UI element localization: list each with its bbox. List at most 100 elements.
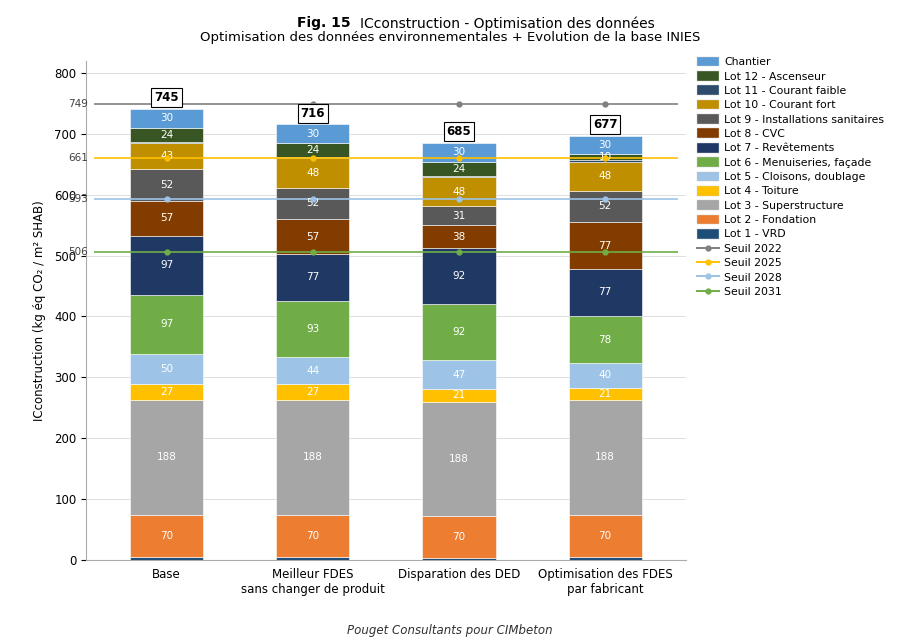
Text: 92: 92 <box>453 327 465 338</box>
Text: 30: 30 <box>306 129 319 139</box>
Bar <box>130 354 203 384</box>
Text: 685: 685 <box>446 125 472 138</box>
Bar <box>276 158 349 188</box>
Y-axis label: ICconstruction (kg éq CO₂ / m² SHAB): ICconstruction (kg éq CO₂ / m² SHAB) <box>33 200 46 421</box>
Bar <box>422 225 496 248</box>
Bar <box>276 514 349 557</box>
Text: 21: 21 <box>598 389 612 399</box>
Text: 188: 188 <box>595 453 615 462</box>
Bar <box>276 357 349 384</box>
Bar <box>569 191 642 222</box>
Bar <box>276 219 349 254</box>
Text: 43: 43 <box>160 151 174 161</box>
Bar <box>276 254 349 301</box>
Text: 97: 97 <box>160 260 174 270</box>
Bar <box>130 143 203 170</box>
Text: 677: 677 <box>593 118 617 131</box>
Bar <box>276 401 349 514</box>
Bar <box>569 514 642 557</box>
Text: 52: 52 <box>598 201 612 212</box>
Bar <box>276 125 349 143</box>
Text: 70: 70 <box>598 531 612 541</box>
Bar <box>276 301 349 357</box>
Bar <box>569 388 642 401</box>
Text: 31: 31 <box>453 211 465 221</box>
Bar <box>569 136 642 154</box>
Text: ICconstruction - Optimisation des données: ICconstruction - Optimisation des donnée… <box>360 16 655 31</box>
Bar <box>422 248 496 304</box>
Text: 506: 506 <box>68 247 88 257</box>
Text: 716: 716 <box>301 107 325 120</box>
Text: 30: 30 <box>598 140 612 150</box>
Text: 93: 93 <box>306 324 319 334</box>
Text: 38: 38 <box>453 232 465 242</box>
Bar <box>130 142 203 143</box>
Text: 52: 52 <box>160 180 174 190</box>
Bar <box>276 188 349 219</box>
Text: 78: 78 <box>598 334 612 345</box>
Legend: Chantier, Lot 12 - Ascenseur, Lot 11 - Courant faible, Lot 10 - Courant fort, Lo: Chantier, Lot 12 - Ascenseur, Lot 11 - C… <box>697 57 884 297</box>
Text: 27: 27 <box>160 387 174 397</box>
Bar <box>130 236 203 294</box>
Bar <box>276 384 349 401</box>
Bar <box>422 143 496 161</box>
Text: 24: 24 <box>306 145 319 155</box>
Text: 70: 70 <box>306 531 319 541</box>
Bar <box>130 384 203 401</box>
Text: 745: 745 <box>155 91 179 104</box>
Text: 30: 30 <box>453 147 465 158</box>
Text: 57: 57 <box>160 213 174 223</box>
Text: 24: 24 <box>160 130 174 140</box>
Text: 77: 77 <box>306 272 319 282</box>
Text: 10: 10 <box>598 152 612 162</box>
Text: Pouget Consultants pour CIMbeton: Pouget Consultants pour CIMbeton <box>347 624 553 637</box>
Text: 57: 57 <box>306 231 319 242</box>
Text: 188: 188 <box>157 453 176 462</box>
Text: 77: 77 <box>598 287 612 298</box>
Text: 21: 21 <box>453 390 465 400</box>
Bar <box>569 269 642 316</box>
Text: 70: 70 <box>453 532 465 542</box>
Bar <box>569 316 642 363</box>
Bar <box>130 109 203 127</box>
Bar <box>422 401 496 516</box>
Bar <box>569 222 642 269</box>
Text: 188: 188 <box>303 453 323 462</box>
Bar <box>569 557 642 559</box>
Bar <box>130 170 203 201</box>
Text: 47: 47 <box>453 370 465 379</box>
Bar <box>276 557 349 559</box>
Text: 97: 97 <box>160 319 174 329</box>
Text: 749: 749 <box>68 100 88 109</box>
Bar <box>569 154 642 160</box>
Bar <box>569 363 642 388</box>
Bar <box>422 516 496 558</box>
Bar <box>130 514 203 557</box>
Bar <box>422 206 496 225</box>
Text: 70: 70 <box>160 531 174 541</box>
Text: 593: 593 <box>68 194 88 204</box>
Text: 661: 661 <box>68 153 88 163</box>
Text: 188: 188 <box>449 454 469 464</box>
Text: 48: 48 <box>306 168 319 178</box>
Bar <box>130 557 203 559</box>
Text: Optimisation des données environnementales + Evolution de la base INIES: Optimisation des données environnemental… <box>200 31 700 44</box>
Bar <box>130 201 203 236</box>
Bar <box>569 401 642 514</box>
Text: 77: 77 <box>598 240 612 251</box>
Bar <box>569 161 642 191</box>
Bar <box>422 360 496 389</box>
Text: 48: 48 <box>453 187 465 197</box>
Text: 92: 92 <box>453 271 465 282</box>
Text: 52: 52 <box>306 199 319 208</box>
Text: 27: 27 <box>306 387 319 397</box>
Bar <box>276 143 349 158</box>
Text: 50: 50 <box>160 364 174 374</box>
Bar <box>130 294 203 354</box>
Bar <box>422 176 496 177</box>
Text: 40: 40 <box>598 370 612 381</box>
Bar <box>130 401 203 514</box>
Bar <box>422 558 496 559</box>
Text: 48: 48 <box>598 171 612 181</box>
Text: Fig. 15: Fig. 15 <box>297 16 360 30</box>
